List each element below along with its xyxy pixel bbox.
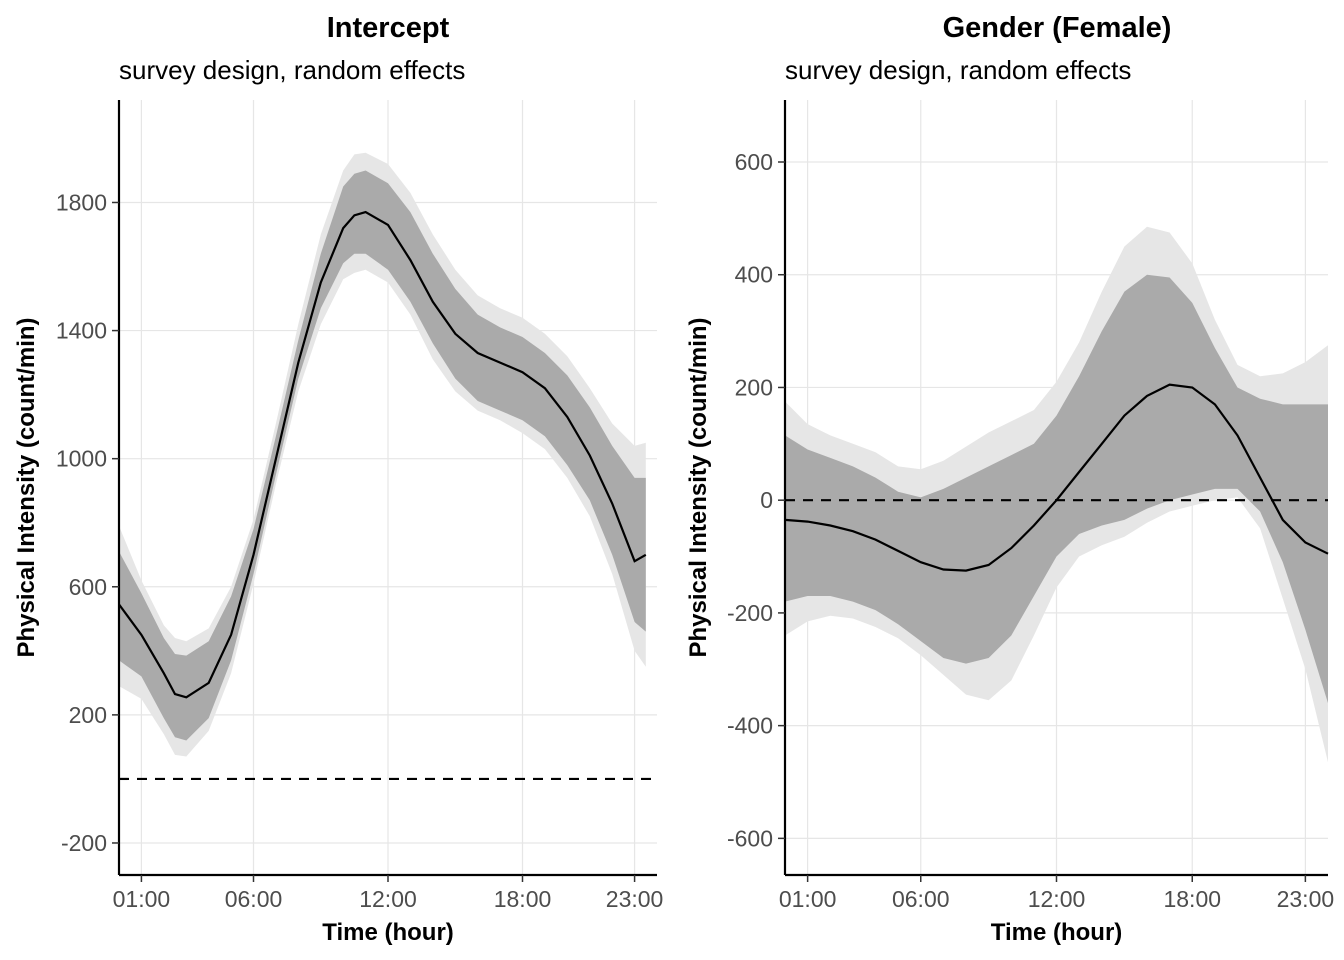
chart-title: Gender (Female) — [943, 12, 1172, 44]
x-tick-label: 23:00 — [606, 886, 664, 912]
x-tick-label: 18:00 — [494, 886, 552, 912]
y-tick-label: 600 — [69, 574, 107, 600]
y-tick-label: 600 — [735, 149, 773, 175]
chart-subtitle: survey design, random effects — [785, 55, 1131, 85]
x-tick-label: 12:00 — [359, 886, 417, 912]
y-tick-label: 1400 — [56, 318, 107, 344]
y-tick-label: -600 — [727, 825, 773, 851]
y-tick-label: 1800 — [56, 189, 107, 215]
y-tick-label: 1000 — [56, 446, 107, 472]
x-axis-title: Time (hour) — [991, 919, 1123, 946]
y-axis-title: Physical Intensity (count/min) — [685, 317, 712, 657]
y-tick-label: 400 — [735, 262, 773, 288]
chart-title: Intercept — [327, 12, 450, 44]
x-axis-title: Time (hour) — [322, 919, 454, 946]
x-tick-label: 18:00 — [1163, 886, 1221, 912]
inner-confidence-band — [785, 274, 1328, 704]
y-tick-label: -200 — [727, 600, 773, 626]
inner-confidence-band — [119, 170, 646, 741]
panel-gender-female: -600 -400 -200 0 200 400 600 01:00 06:00 12:00 18:… — [685, 12, 1334, 946]
y-axis-title: Physical Intensity (count/min) — [13, 317, 40, 657]
x-tick-label: 06:00 — [225, 886, 283, 912]
x-tick-label: 23:00 — [1277, 886, 1335, 912]
y-tick-label: 0 — [760, 487, 773, 513]
x-tick-label: 01:00 — [113, 886, 171, 912]
y-tick-label: -200 — [61, 830, 107, 856]
y-tick-label: -400 — [727, 713, 773, 739]
x-tick-label: 12:00 — [1028, 886, 1086, 912]
panel-intercept: -200 200 600 1000 1400 1800 01:00 06:00 12:00 18:… — [13, 12, 663, 946]
x-tick-label: 06:00 — [892, 886, 950, 912]
mean-curve — [784, 383, 1329, 572]
chart-subtitle: survey design, random effects — [119, 55, 465, 85]
mean-curve — [118, 210, 647, 699]
y-tick-label: 200 — [69, 702, 107, 728]
x-tick-label: 01:00 — [779, 886, 837, 912]
y-tick-label: 200 — [735, 374, 773, 400]
